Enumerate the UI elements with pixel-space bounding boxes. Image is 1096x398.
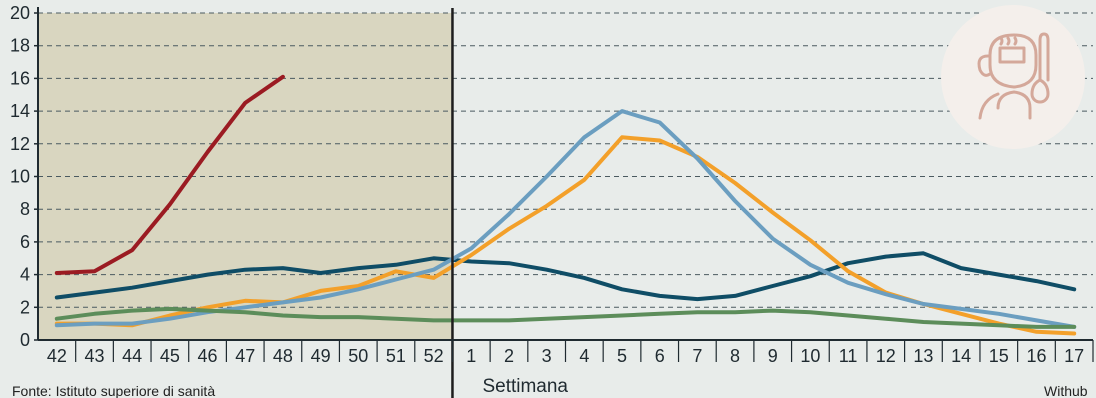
series-lines <box>54 74 1077 336</box>
x-tick-label: 52 <box>424 346 444 366</box>
y-tick-label: 14 <box>10 101 30 121</box>
x-tick-label: 50 <box>348 346 368 366</box>
x-tick-label: 3 <box>542 346 552 366</box>
x-tick-label: 7 <box>692 346 702 366</box>
y-tick-label: 16 <box>10 68 30 88</box>
x-tick-label: 17 <box>1064 346 1084 366</box>
x-tick-label: 43 <box>85 346 105 366</box>
x-tick-label: 48 <box>273 346 293 366</box>
y-tick-label: 18 <box>10 36 30 56</box>
x-tick-label: 49 <box>311 346 331 366</box>
series-line-1 <box>54 74 285 275</box>
y-tick-label: 20 <box>10 3 30 23</box>
credit-note: Withub <box>1044 383 1088 398</box>
y-tick-label: 0 <box>20 330 30 350</box>
x-tick-label: 5 <box>617 346 627 366</box>
series-line-2 <box>54 251 1077 302</box>
source-note: Fonte: Istituto superiore di sanità <box>12 383 215 398</box>
y-axis-ticks: 0 2 4 6 8 10 12 14 16 18 20 <box>10 3 38 350</box>
x-tick-label: 1 <box>466 346 476 366</box>
x-tick-label: 2 <box>504 346 514 366</box>
y-tick-label: 10 <box>10 167 30 187</box>
y-tick-label: 2 <box>20 297 30 317</box>
x-tick-label: 10 <box>800 346 820 366</box>
series-line-5 <box>54 306 1077 329</box>
x-tick-label: 47 <box>235 346 255 366</box>
x-tick-label: 6 <box>655 346 665 366</box>
y-tick-label: 12 <box>10 134 30 154</box>
x-tick-label: 14 <box>951 346 971 366</box>
x-tick-label: 4 <box>579 346 589 366</box>
y-tick-label: 4 <box>20 265 30 285</box>
y-tick-label: 8 <box>20 199 30 219</box>
x-tick-label: 12 <box>876 346 896 366</box>
x-tick-label: 42 <box>47 346 67 366</box>
x-tick-label: 16 <box>1026 346 1046 366</box>
y-tick-label: 6 <box>20 232 30 252</box>
x-tick-label: 15 <box>989 346 1009 366</box>
x-axis-ticks: 42 43 44 45 46 47 48 49 50 51 52 1 2 3 4 5 6 7 8 9 10 11 12 13 1… <box>47 340 1094 366</box>
x-tick-label: 9 <box>768 346 778 366</box>
x-tick-label: 8 <box>730 346 740 366</box>
x-tick-label: 46 <box>198 346 218 366</box>
sick-person-thermometer-icon <box>941 5 1085 149</box>
x-axis-label: Settimana <box>482 376 568 397</box>
x-tick-label: 13 <box>913 346 933 366</box>
x-tick-label: 51 <box>386 346 406 366</box>
x-tick-label: 11 <box>839 346 858 366</box>
x-tick-label: 44 <box>122 346 142 366</box>
x-tick-label: 45 <box>160 346 180 366</box>
